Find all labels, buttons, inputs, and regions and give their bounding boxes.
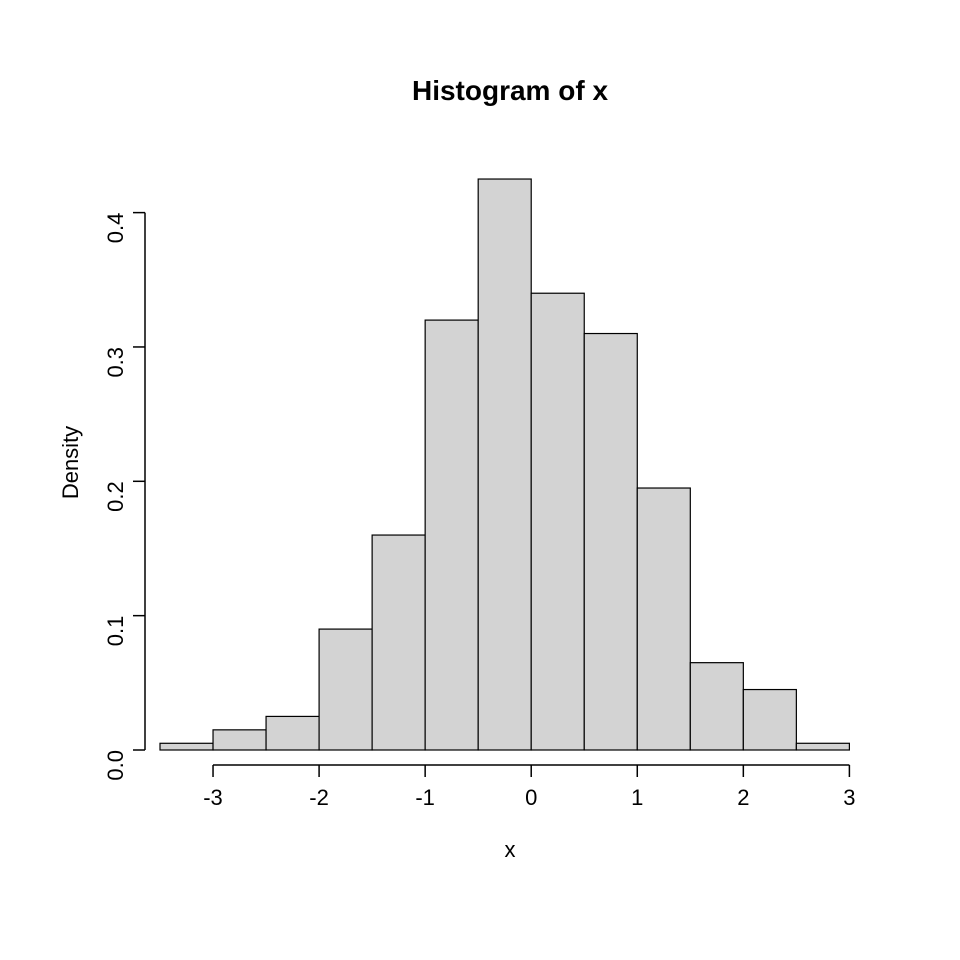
x-tick-label: 3 (843, 785, 855, 810)
histogram-bar (478, 179, 531, 750)
x-tick-label: 1 (631, 785, 643, 810)
x-tick-label: 2 (737, 785, 749, 810)
histogram-bar (319, 629, 372, 750)
histogram-bar (425, 320, 478, 750)
x-axis-label: x (505, 837, 516, 862)
histogram-chart: -3 -2 -1 0 1 2 3 0.0 0.1 0.2 0.3 0.4 Histogram of x x… (0, 0, 960, 960)
histogram-bar (637, 488, 690, 750)
histogram-bar (266, 716, 319, 750)
y-tick-label: 0.2 (103, 481, 128, 512)
histogram-bar (160, 743, 213, 750)
histogram-bar (213, 730, 266, 750)
x-tick-label: -1 (415, 785, 435, 810)
x-tick-label: -3 (203, 785, 223, 810)
chart-title: Histogram of x (412, 75, 608, 106)
histogram-bar (743, 690, 796, 750)
histogram-bar (531, 293, 584, 750)
y-tick-label: 0.3 (103, 347, 128, 378)
histogram-bar (372, 535, 425, 750)
y-tick-label: 0.1 (103, 616, 128, 647)
histogram-bar (796, 743, 849, 750)
bars-group (160, 179, 849, 750)
histogram-bar (584, 334, 637, 750)
x-tick-label: 0 (525, 785, 537, 810)
y-tick-label: 0.4 (103, 213, 128, 244)
y-axis-label: Density (58, 426, 83, 499)
histogram-bar (690, 663, 743, 750)
x-tick-label: -2 (309, 785, 329, 810)
y-tick-label: 0.0 (103, 750, 128, 781)
